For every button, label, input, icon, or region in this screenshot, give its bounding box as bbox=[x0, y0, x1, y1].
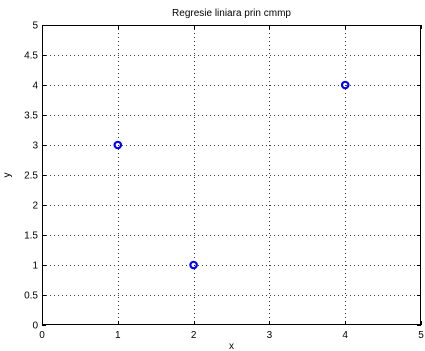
data-points bbox=[113, 80, 350, 270]
y-tick-label: 1 bbox=[32, 261, 38, 272]
x-tick-label: 5 bbox=[418, 330, 424, 341]
y-axis-label: y bbox=[2, 173, 13, 178]
x-axis-label: x bbox=[229, 341, 234, 351]
y-tick-label: 3 bbox=[32, 141, 38, 152]
y-tick-label: 2.5 bbox=[24, 171, 38, 182]
y-tick-label: 4.5 bbox=[24, 51, 38, 62]
x-tick-label: 1 bbox=[115, 330, 121, 341]
x-tick-label: 4 bbox=[342, 330, 348, 341]
y-tick-label: 1.5 bbox=[24, 231, 38, 242]
y-tick-label: 0.5 bbox=[24, 291, 38, 302]
chart-title: Regresie liniara prin cmmp bbox=[172, 8, 291, 19]
data-point bbox=[340, 80, 350, 90]
data-point bbox=[113, 140, 123, 150]
y-tick-label: 0 bbox=[32, 321, 38, 332]
tick-labels: 0 1 2 3 4 5 0 0.5 1 1.5 2 2.5 3 3.5 4 4.5 5 bbox=[24, 21, 424, 342]
y-tick-label: 4 bbox=[32, 81, 38, 92]
x-tick-label: 2 bbox=[191, 330, 197, 341]
data-point bbox=[189, 260, 198, 270]
ticks bbox=[42, 25, 422, 326]
y-tick-label: 3.5 bbox=[24, 111, 38, 122]
x-tick-label: 0 bbox=[39, 330, 45, 341]
y-tick-label: 2 bbox=[32, 201, 38, 212]
y-tick-label: 5 bbox=[32, 21, 38, 32]
plot-area bbox=[42, 25, 421, 325]
x-tick-label: 3 bbox=[267, 330, 273, 341]
